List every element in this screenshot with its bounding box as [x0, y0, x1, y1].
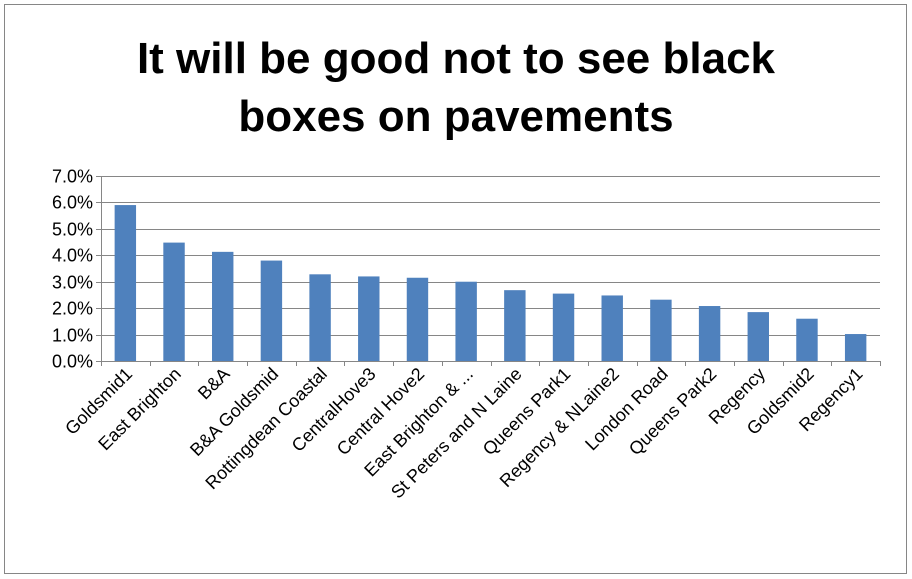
y-tick-label-6: 6.0%	[52, 193, 93, 213]
y-tick-label-3: 3.0%	[52, 273, 93, 293]
y-tick-label-5: 5.0%	[52, 220, 93, 240]
y-axis: 0.0% 1.0% 2.0% 3.0% 4.0% 5.0% 6.0% 7.0%	[52, 167, 102, 372]
bar-5	[358, 276, 380, 361]
bar-7	[455, 281, 477, 361]
bar-14	[796, 318, 818, 361]
x-category-label-2: B&A	[194, 364, 234, 404]
bar-2	[212, 251, 234, 361]
bar-15	[844, 334, 867, 361]
bar-12	[698, 306, 721, 361]
bar-1	[163, 242, 185, 361]
bar-4	[309, 274, 331, 361]
y-tick-label-0: 0.0%	[52, 352, 93, 372]
bar-10	[601, 295, 623, 361]
bars	[114, 205, 867, 361]
bar-11	[650, 299, 672, 361]
bar-0	[114, 205, 137, 361]
bar-8	[504, 290, 526, 361]
chart-title-line-1: It will be good not to see black	[136, 34, 776, 83]
bar-3	[260, 260, 283, 361]
y-tick-label-2: 2.0%	[52, 299, 93, 319]
y-tick-label-1: 1.0%	[52, 326, 93, 346]
y-tick-label-4: 4.0%	[52, 246, 93, 266]
x-category-label-5: CentralHove3	[288, 364, 380, 456]
bar-6	[406, 277, 429, 361]
y-tick-label-7: 7.0%	[52, 167, 93, 187]
chart-title-line-2: boxes on pavements	[238, 92, 674, 141]
bar-9	[552, 293, 575, 361]
bar-13	[747, 312, 769, 361]
